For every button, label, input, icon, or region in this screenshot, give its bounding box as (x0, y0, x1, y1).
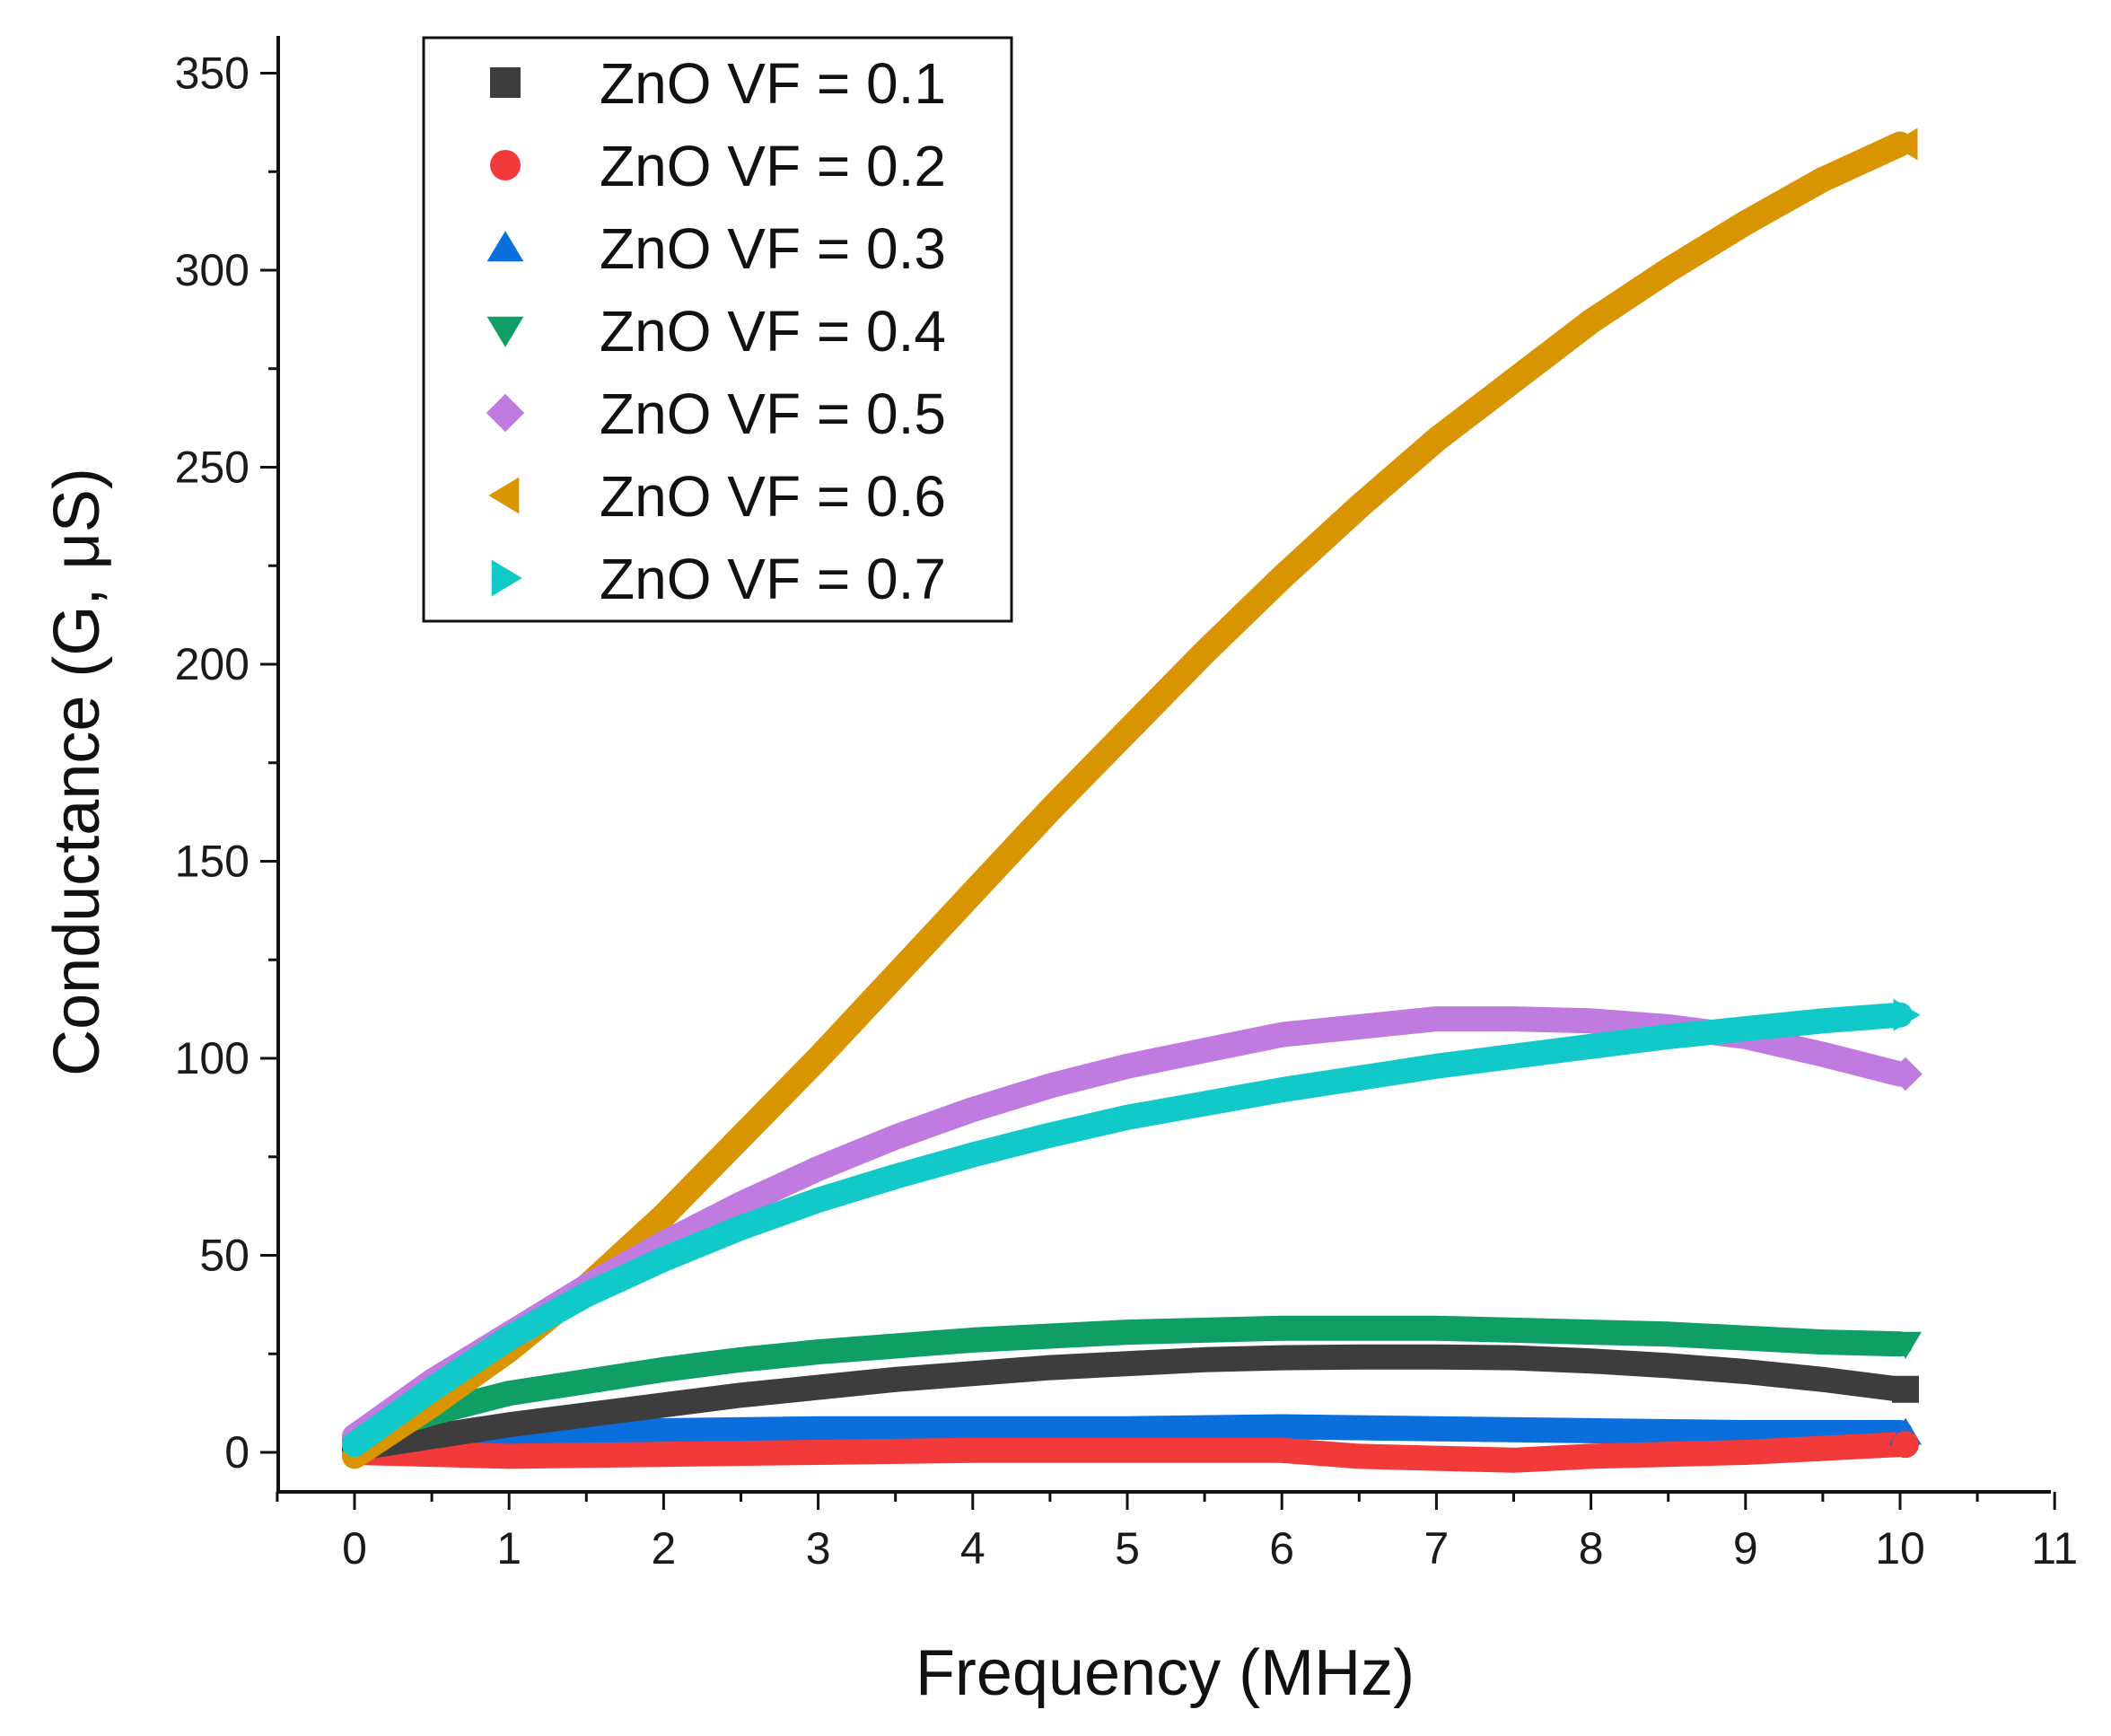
legend: ZnO VF = 0.1 ZnO VF = 0.2 ZnO VF = 0.3 ZnO … (422, 36, 1013, 623)
series-layer (342, 127, 1923, 1473)
x-tick-label: 6 (1269, 1523, 1294, 1574)
legend-label: ZnO VF = 0.3 (600, 216, 946, 281)
legend-marker-diamond (486, 393, 525, 433)
x-tick-label: 10 (1875, 1523, 1925, 1574)
y-ticks: 0 50 100 150 200 250 300 350 (175, 48, 278, 1477)
x-ticks: 0 1 2 3 4 5 6 7 8 9 10 11 (276, 1492, 2078, 1574)
x-axis-title: Frequency (MHz) (915, 1637, 1415, 1709)
y-tick-label: 250 (175, 443, 250, 493)
x-tick-label: 5 (1115, 1523, 1140, 1574)
series-line-vf-0.1 (342, 1344, 1913, 1461)
y-tick-label: 100 (175, 1033, 250, 1083)
x-tick-label: 7 (1423, 1523, 1449, 1574)
x-tick-label: 3 (806, 1523, 831, 1574)
legend-box (422, 36, 1013, 623)
series-end-marker (1888, 1057, 1923, 1092)
y-axis-title: Conductance (G, μS) (41, 468, 113, 1076)
series-end-marker (1893, 998, 1921, 1031)
legend-marker-square (490, 67, 521, 98)
legend-marker-triangle-up (486, 231, 524, 262)
series-end-marker (1890, 127, 1918, 161)
y-tick-label: 350 (175, 48, 250, 99)
y-tick-label: 0 (224, 1427, 250, 1477)
series-end-marker (1892, 1375, 1919, 1403)
y-tick-label: 150 (175, 837, 250, 887)
legend-items: ZnO VF = 0.1 ZnO VF = 0.2 ZnO VF = 0.3 ZnO … (486, 51, 946, 611)
legend-label: ZnO VF = 0.4 (600, 299, 946, 364)
legend-label: ZnO VF = 0.6 (600, 464, 946, 529)
series-line-vf-0.4 (342, 1315, 1913, 1450)
series-end-marker (1889, 1331, 1922, 1359)
series-line-vf-0.7 (342, 1002, 1913, 1458)
x-tick-label: 2 (651, 1523, 676, 1574)
legend-marker-circle (490, 150, 521, 180)
legend-marker-triangle-right (491, 559, 522, 597)
x-tick-label: 8 (1579, 1523, 1604, 1574)
x-tick-label: 1 (496, 1523, 521, 1574)
x-tick-label: 0 (342, 1523, 367, 1574)
y-tick-label: 200 (175, 639, 250, 689)
legend-marker-triangle-left (488, 477, 520, 514)
y-tick-label: 50 (199, 1231, 250, 1281)
x-tick-label: 9 (1733, 1523, 1758, 1574)
legend-label: ZnO VF = 0.7 (600, 547, 946, 611)
series-end-marker (1892, 1431, 1919, 1459)
legend-label: ZnO VF = 0.5 (600, 381, 946, 446)
legend-label: ZnO VF = 0.1 (600, 51, 946, 116)
series-line-vf-0.2 (342, 1432, 1913, 1473)
x-tick-label: 4 (960, 1523, 985, 1574)
y-tick-label: 300 (175, 245, 250, 295)
x-tick-label: 11 (2031, 1523, 2078, 1574)
legend-marker-triangle-down (486, 316, 524, 347)
legend-label: ZnO VF = 0.2 (600, 134, 946, 198)
